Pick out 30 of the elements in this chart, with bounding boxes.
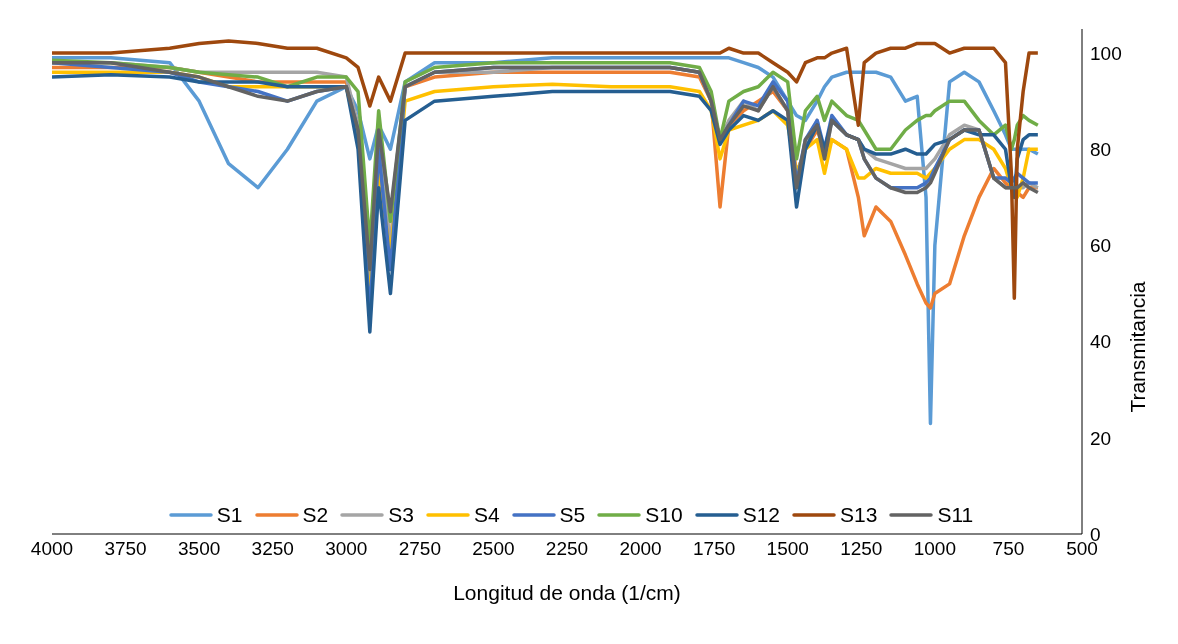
- x-tick-label: 2000: [619, 538, 662, 560]
- legend-label: S11: [937, 503, 974, 527]
- legend-label: S10: [645, 503, 683, 527]
- legend-label: S2: [302, 503, 329, 527]
- x-tick-label: 3500: [178, 538, 221, 560]
- x-tick-label: 3750: [104, 538, 147, 560]
- x-tick-label: 1250: [840, 538, 883, 560]
- x-tick-label: 750: [992, 538, 1025, 560]
- legend-label: S4: [473, 503, 500, 527]
- y-tick-label: 20: [1090, 427, 1112, 449]
- x-tick-label: 1750: [693, 538, 736, 560]
- x-tick-label: 2250: [545, 538, 589, 560]
- legend-label: S13: [840, 503, 878, 527]
- y-axis-title: Transmitancia: [1126, 281, 1150, 413]
- legend-label: S3: [388, 503, 414, 527]
- y-tick-label: 40: [1090, 331, 1112, 353]
- x-axis-title: Longitud de onda (1/cm): [453, 581, 681, 604]
- legend-label: S12: [742, 503, 780, 527]
- x-tick-label: 3250: [251, 538, 294, 560]
- legend-label: S1: [216, 503, 243, 527]
- x-tick-label: 3000: [325, 538, 368, 560]
- x-tick-label: 1500: [766, 538, 809, 560]
- legend-label: S5: [559, 503, 586, 527]
- x-tick-label: 2750: [398, 538, 441, 560]
- y-tick-label: 60: [1090, 235, 1112, 257]
- x-tick-label: 1000: [913, 538, 956, 560]
- y-tick-label: 80: [1090, 138, 1112, 160]
- x-tick-label: 2500: [472, 538, 515, 560]
- x-tick-label: 4000: [30, 538, 74, 560]
- y-tick-label: 100: [1090, 42, 1122, 64]
